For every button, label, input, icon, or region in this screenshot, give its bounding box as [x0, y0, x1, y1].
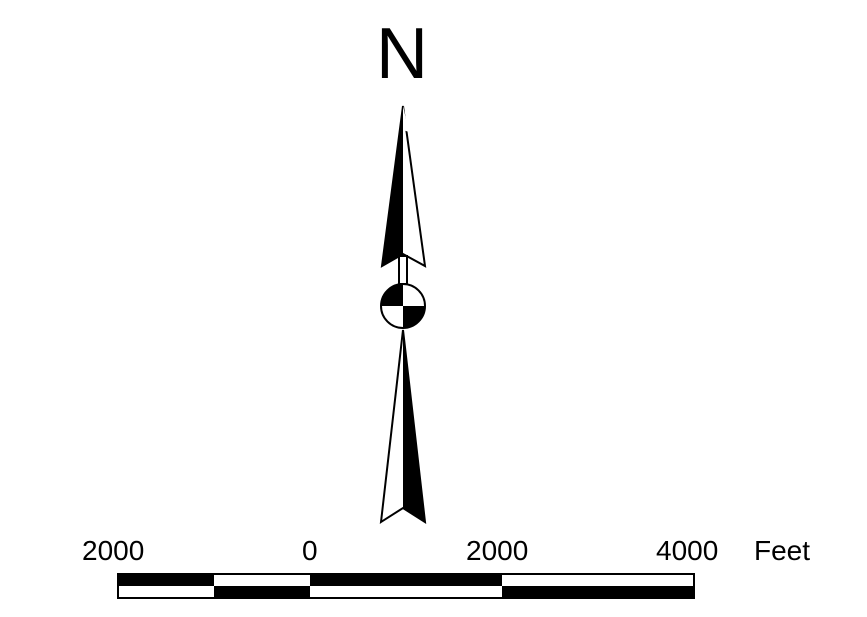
arrow-shaft [398, 255, 408, 285]
north-label: N [376, 14, 428, 94]
scale-bar [117, 573, 695, 599]
north-arrow-icon [380, 105, 427, 268]
scale-unit-label: Feet [754, 535, 811, 566]
scale-tick-label: 0 [302, 535, 318, 566]
compass-center-icon [380, 283, 426, 329]
scale-tick-label: 4000 [656, 535, 719, 566]
south-arrow-icon [379, 329, 427, 524]
scale-tick-label: 2000 [466, 535, 529, 566]
scale-tick-label: 2000 [82, 535, 145, 566]
